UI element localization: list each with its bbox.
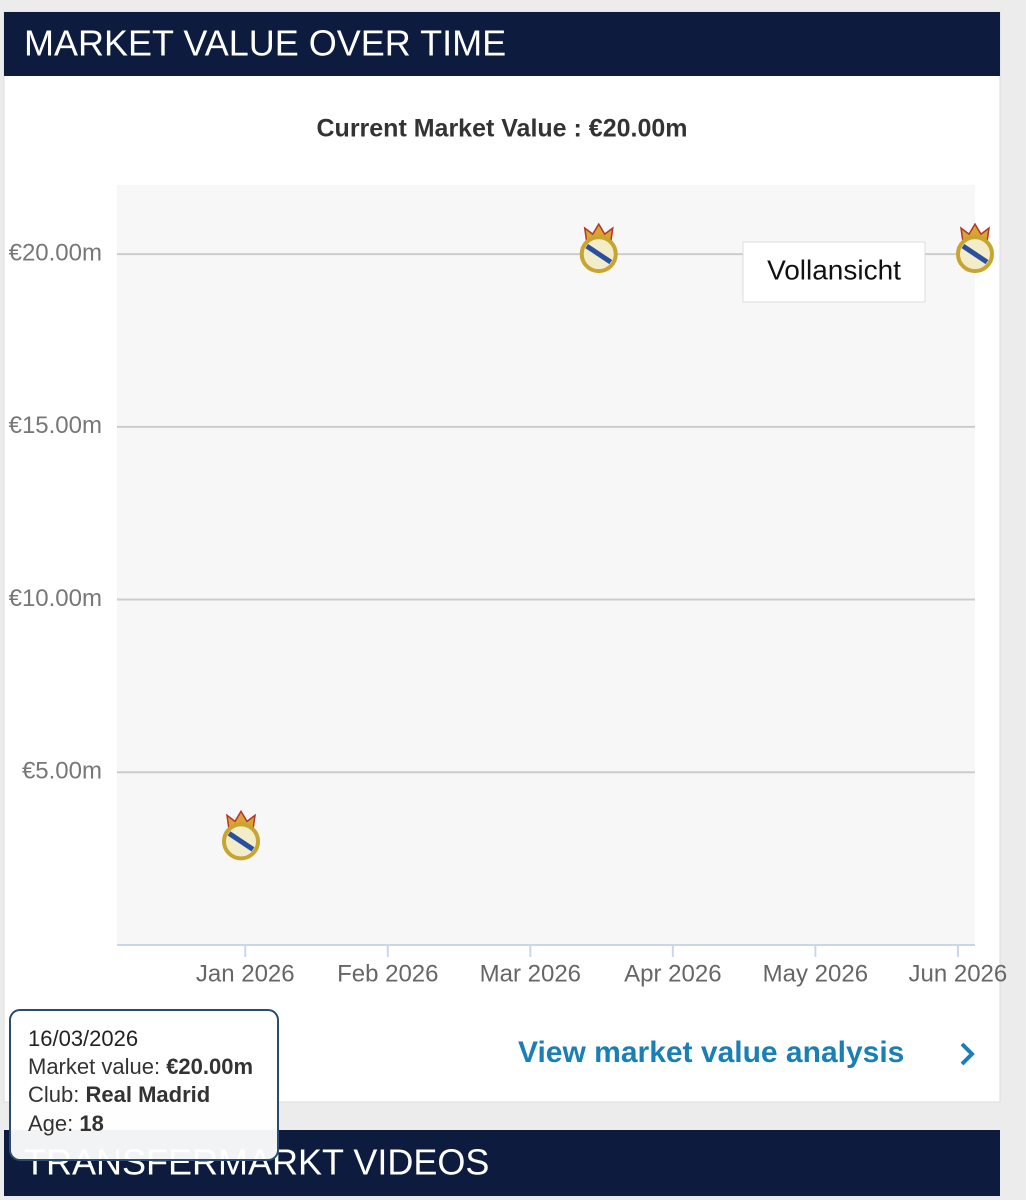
tooltip-value: Real Madrid [85, 1082, 210, 1107]
tooltip-label: Market value: [28, 1054, 160, 1079]
tooltip-row: Club: Real Madrid [28, 1082, 210, 1107]
market-value-link[interactable]: View market value analysis [518, 1036, 975, 1069]
y-tick-label: €20.00m [9, 239, 102, 266]
tooltip-row: Market value: €20.00m [28, 1054, 253, 1079]
tooltip-row: Age: 18 [28, 1111, 104, 1136]
club-crest-marker [956, 222, 994, 274]
tooltip-box [9, 1009, 279, 1161]
chevron[interactable] [960, 1042, 975, 1066]
plot-area [117, 185, 975, 945]
x-tick-label: Apr 2026 [624, 960, 721, 987]
tooltip-value: €20.00m [166, 1054, 253, 1079]
tooltip-label: Age: [28, 1111, 73, 1136]
x-tick-label: Jan 2026 [196, 960, 295, 987]
section-title: MARKET VALUE OVER TIME [24, 23, 506, 64]
button-label[interactable]: Vollansicht [767, 254, 901, 285]
section-header [4, 12, 1000, 76]
y-tick-label: €10.00m [9, 585, 102, 612]
y-tick-label: €15.00m [9, 412, 102, 439]
x-tick-label: Jun 2026 [909, 960, 1008, 987]
chart: €5.00m €10.00m €15.00m €20.00m Jan 2026 Feb 2… [9, 222, 1008, 987]
button-box[interactable] [742, 241, 926, 303]
crest-band [585, 244, 613, 265]
x-tick-label: Mar 2026 [480, 960, 581, 987]
tooltip-date: 16/03/2026 [28, 1026, 138, 1051]
club-crest-marker [221, 809, 260, 861]
club-crest-marker [579, 222, 618, 274]
crest-band [961, 244, 989, 265]
x-tick-label: Feb 2026 [337, 960, 438, 987]
tooltip: 16/03/2026 Market value: €20.00m Club: R… [9, 1009, 279, 1161]
chart-subtitle: Current Market Value : €20.00m [317, 115, 688, 143]
tooltip-label: Club: [28, 1082, 79, 1107]
full-view-button[interactable]: Vollansicht [742, 241, 926, 303]
tooltip-value: 18 [79, 1111, 103, 1136]
x-tick-label: May 2026 [763, 960, 868, 987]
link-label[interactable]: View market value analysis [518, 1036, 904, 1069]
crest-band [227, 831, 255, 852]
y-tick-label: €5.00m [22, 758, 102, 785]
